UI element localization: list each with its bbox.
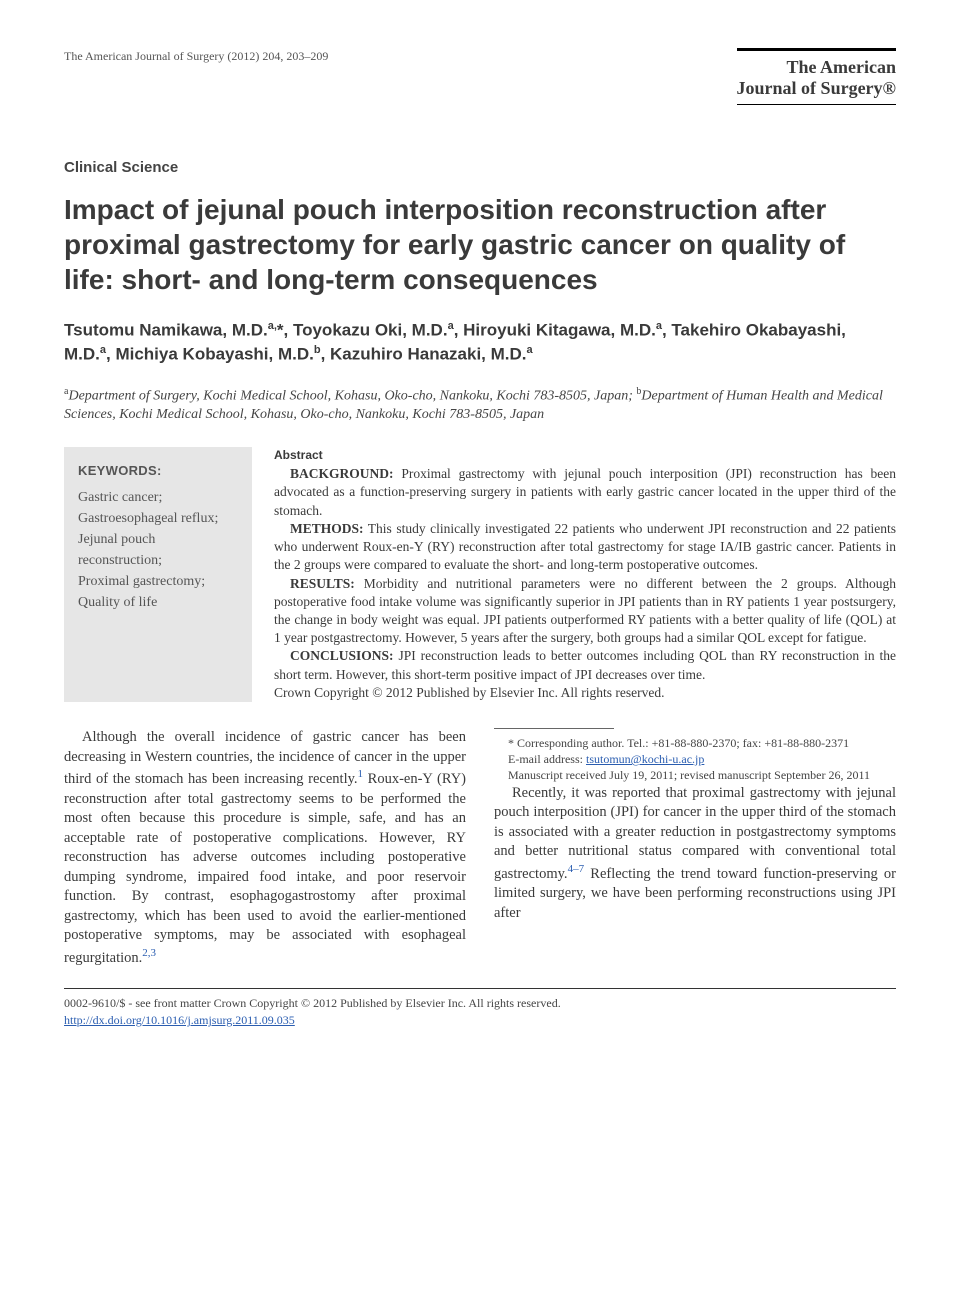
keyword-item: Gastroesophageal reflux; [78,508,238,529]
journal-brand: The American Journal of Surgery® [737,48,896,98]
journal-brand-line2: Journal of Surgery® [737,78,896,98]
email-line: E-mail address: tsutomun@kochi-u.ac.jp [494,751,896,767]
abstract-background: BACKGROUND: Proximal gastrectomy with je… [274,465,896,520]
running-head: The American Journal of Surgery (2012) 2… [64,48,328,65]
manuscript-dates: Manuscript received July 19, 2011; revis… [494,767,896,783]
email-link[interactable]: tsutomun@kochi-u.ac.jp [586,752,704,766]
journal-brand-line1: The American [787,57,897,77]
abstract-conclusions: CONCLUSIONS: JPI reconstruction leads to… [274,647,896,683]
corresponding-author: * Corresponding author. Tel.: +81-88-880… [494,735,896,751]
keyword-item: Gastric cancer; [78,487,238,508]
body-span: verse outcomes including postoperative d… [64,849,466,966]
footnote-rule [494,728,614,729]
abstract-text: This study clinically investigated 22 pa… [274,521,896,572]
abstract-heading: Abstract [274,447,896,463]
bottom-rule [64,988,896,989]
journal-brand-block: The American Journal of Surgery® [737,48,896,157]
brand-underline [737,104,896,105]
article-title: Impact of jejunal pouch interposition re… [64,192,896,297]
keyword-item: Jejunal pouch reconstruction; [78,529,238,571]
abstract-results: RESULTS: Morbidity and nutritional param… [274,575,896,648]
abstract-column: Abstract BACKGROUND: Proximal gastrectom… [274,447,896,702]
abstract-label: METHODS: [290,521,364,536]
affiliations: aDepartment of Surgery, Kochi Medical Sc… [64,385,896,425]
keyword-item: Proximal gastrectomy; [78,571,238,592]
abstract-crown: Crown Copyright © 2012 Published by Else… [274,684,896,702]
body-paragraph: Although the overall incidence of gastri… [64,728,466,968]
author-list: Tsutomu Namikawa, M.D.a,*, Toyokazu Oki,… [64,319,896,366]
keyword-item: Quality of life [78,592,238,613]
doi-link[interactable]: http://dx.doi.org/10.1016/j.amjsurg.2011… [64,1013,295,1027]
citation-link[interactable]: 2,3 [142,947,156,959]
body-text: Although the overall incidence of gastri… [64,728,896,968]
section-label: Clinical Science [64,157,896,178]
copyright-line: 0002-9610/$ - see front matter Crown Cop… [64,995,896,1012]
citation-link[interactable]: 4–7 [568,863,585,875]
keywords-title: KEYWORDS: [78,461,238,481]
footnote-block: * Corresponding author. Tel.: +81-88-880… [494,728,896,784]
abstract-row: KEYWORDS: Gastric cancer; Gastroesophage… [64,447,896,702]
abstract-label: CONCLUSIONS: [290,648,394,663]
body-paragraph: Recently, it was reported that proximal … [494,784,896,924]
abstract-label: BACKGROUND: [290,466,394,481]
doi-line: http://dx.doi.org/10.1016/j.amjsurg.2011… [64,1012,896,1029]
abstract-label: RESULTS: [290,576,355,591]
keywords-box: KEYWORDS: Gastric cancer; Gastroesophage… [64,447,252,702]
abstract-methods: METHODS: This study clinically investiga… [274,520,896,575]
abstract-text: Morbidity and nutritional parameters wer… [274,576,896,646]
email-label: E-mail address: [508,752,586,766]
